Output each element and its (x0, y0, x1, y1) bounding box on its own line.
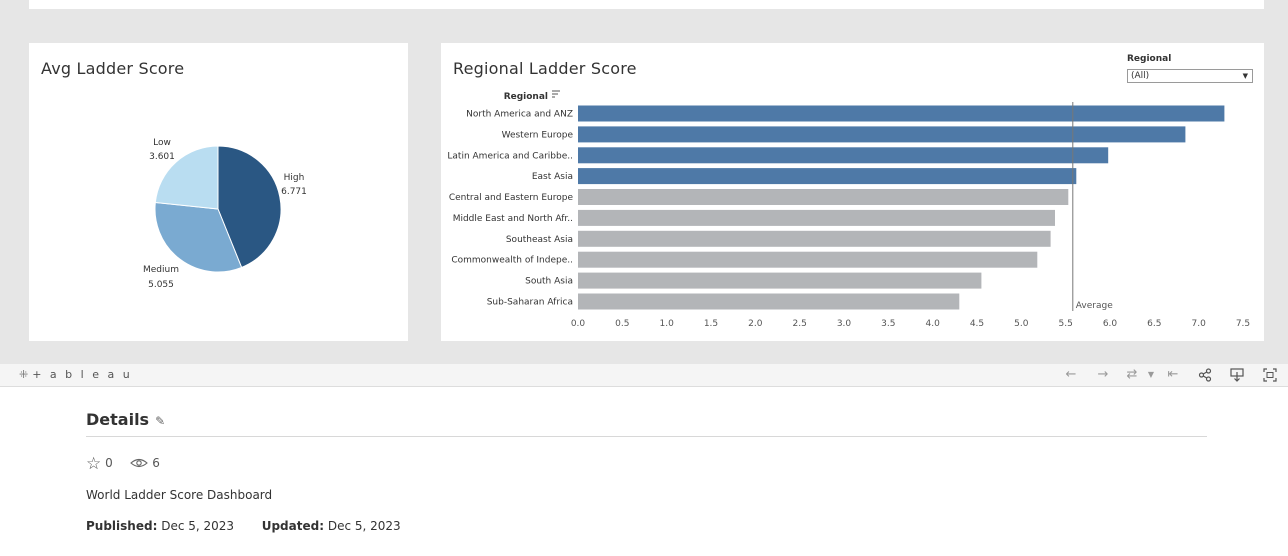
bar-2[interactable] (578, 147, 1109, 164)
revert-dropdown-button[interactable]: ▼ (1146, 365, 1156, 385)
pie-slice-low[interactable] (154, 145, 219, 210)
pie-chart-title: Avg Ladder Score (41, 59, 185, 78)
reset-icon: ⇤ (1167, 367, 1179, 382)
x-tick-label: 3.5 (881, 319, 895, 329)
undo-icon: ← (1065, 367, 1077, 382)
pie-value-high: 6.771 (281, 187, 307, 197)
chevron-down-icon: ▼ (1242, 72, 1248, 80)
x-tick-label: 4.0 (926, 319, 941, 329)
publish-dates: Published: Dec 5, 2023 Updated: Dec 5, 2… (86, 519, 401, 533)
bar-9[interactable] (578, 293, 960, 310)
details-divider (86, 436, 1207, 437)
updated-label: Updated: (261, 519, 324, 533)
revert-button[interactable]: ⇄ (1123, 365, 1141, 385)
x-tick-label: 4.5 (970, 319, 984, 329)
download-icon (1230, 368, 1244, 382)
bar-5[interactable] (578, 209, 1055, 226)
fullscreen-button[interactable] (1261, 365, 1279, 385)
pie-label-low: Low (153, 138, 171, 148)
pie-value-low: 3.601 (149, 152, 175, 162)
published-label: Published: (86, 519, 158, 533)
pie-value-medium: 5.055 (148, 280, 174, 290)
x-tick-label: 6.0 (1103, 319, 1118, 329)
top-panel-edge (29, 0, 1264, 9)
bar-category-label[interactable]: Southeast Asia (506, 235, 573, 245)
x-tick-label: 0.0 (571, 319, 586, 329)
x-tick-label: 2.0 (748, 319, 763, 329)
redo-button[interactable]: → (1095, 365, 1111, 385)
details-heading: Details ✎ (86, 410, 1207, 429)
revert-icon: ⇄ (1126, 367, 1138, 382)
bar-3[interactable] (578, 168, 1077, 185)
tableau-logo[interactable]: ⁜ + a b l e a u (19, 368, 132, 381)
bar-category-label[interactable]: Central and Eastern Europe (449, 193, 574, 203)
x-tick-label: 6.5 (1147, 319, 1161, 329)
average-reference-label: Average (1076, 301, 1113, 311)
bar-chart-title: Regional Ladder Score (453, 59, 637, 78)
x-tick-label: 1.5 (704, 319, 718, 329)
regional-filter-label: Regional (1127, 54, 1172, 64)
bar-4[interactable] (578, 189, 1069, 205)
details-stats: ☆ 0 6 (86, 454, 160, 474)
bar-chart[interactable]: Regional North America and ANZ Western Eur… (441, 43, 1264, 341)
bar-category-label[interactable]: Latin America and Caribbe.. (447, 151, 573, 161)
bar-1[interactable] (578, 126, 1186, 143)
pie-label-high: High (284, 173, 305, 183)
reset-button[interactable]: ⇤ (1165, 365, 1181, 385)
bar-category-label[interactable]: East Asia (532, 172, 573, 182)
download-button[interactable] (1228, 365, 1246, 385)
x-tick-label: 5.0 (1014, 319, 1029, 329)
revert-dropdown-icon: ▼ (1147, 370, 1155, 379)
pie-chart[interactable]: High 6.771 Medium 5.055 Low 3.601 (29, 43, 408, 341)
regional-filter-dropdown[interactable]: (All) ▼ (1127, 69, 1253, 83)
x-tick-label: 3.0 (837, 319, 852, 329)
x-tick-label: 5.5 (1059, 319, 1073, 329)
pie-slice-medium[interactable] (154, 201, 243, 273)
dashboard-area: Avg Ladder Score High 6.771 Medium 5.055 Low… (0, 0, 1288, 364)
x-tick-label: 7.0 (1192, 319, 1207, 329)
x-tick-label: 7.5 (1236, 319, 1250, 329)
workbook-description: World Ladder Score Dashboard (86, 488, 273, 502)
bar-category-label[interactable]: Commonwealth of Indepe.. (451, 256, 573, 266)
pie-slice-high[interactable] (217, 145, 282, 269)
regional-filter-value: (All) (1131, 71, 1150, 81)
regional-ladder-score-panel: Regional Ladder Score Regional (All) ▼ R… (441, 43, 1264, 341)
share-button[interactable] (1196, 365, 1214, 385)
fullscreen-icon (1263, 368, 1277, 382)
x-tick-label: 1.0 (660, 319, 675, 329)
bar-column-header: Regional (504, 92, 548, 102)
favorites-count: 0 (105, 456, 113, 470)
details-section: Details ✎ ☆ 0 6 World Ladder Score Dashbo… (86, 410, 1207, 533)
bar-category-label[interactable]: Western Europe (502, 130, 574, 140)
eye-icon (130, 458, 149, 468)
bar-category-label[interactable]: Middle East and North Afr.. (453, 214, 573, 224)
avg-ladder-score-panel: Avg Ladder Score High 6.771 Medium 5.055 Low… (29, 43, 408, 341)
details-title: Details (86, 410, 150, 429)
bar-category-label[interactable]: Sub-Saharan Africa (487, 298, 573, 308)
undo-button[interactable]: ← (1063, 365, 1079, 385)
sort-descending-icon[interactable] (552, 90, 560, 98)
bar-category-label[interactable]: South Asia (525, 277, 573, 287)
pencil-icon[interactable]: ✎ (155, 414, 166, 428)
bar-8[interactable] (578, 272, 982, 289)
bar-0[interactable] (578, 105, 1225, 122)
bar-category-label[interactable]: North America and ANZ (466, 110, 573, 120)
updated-date: Dec 5, 2023 (327, 519, 401, 533)
redo-icon: → (1097, 367, 1109, 382)
bar-6[interactable] (578, 230, 1051, 247)
tableau-logo-text: + a b l e a u (32, 368, 133, 381)
views-count: 6 (152, 456, 160, 470)
published-date: Dec 5, 2023 (161, 519, 235, 533)
tableau-logo-icon: ⁜ (19, 368, 29, 381)
tableau-toolbar: ⁜ + a b l e a u ← → ⇄ ▼ ⇤ (0, 364, 1288, 387)
star-icon[interactable]: ☆ (86, 454, 102, 474)
x-tick-label: 0.5 (615, 319, 629, 329)
x-tick-label: 2.5 (793, 319, 807, 329)
pie-label-medium: Medium (143, 265, 179, 275)
bar-7[interactable] (578, 251, 1038, 268)
share-icon (1198, 368, 1212, 382)
